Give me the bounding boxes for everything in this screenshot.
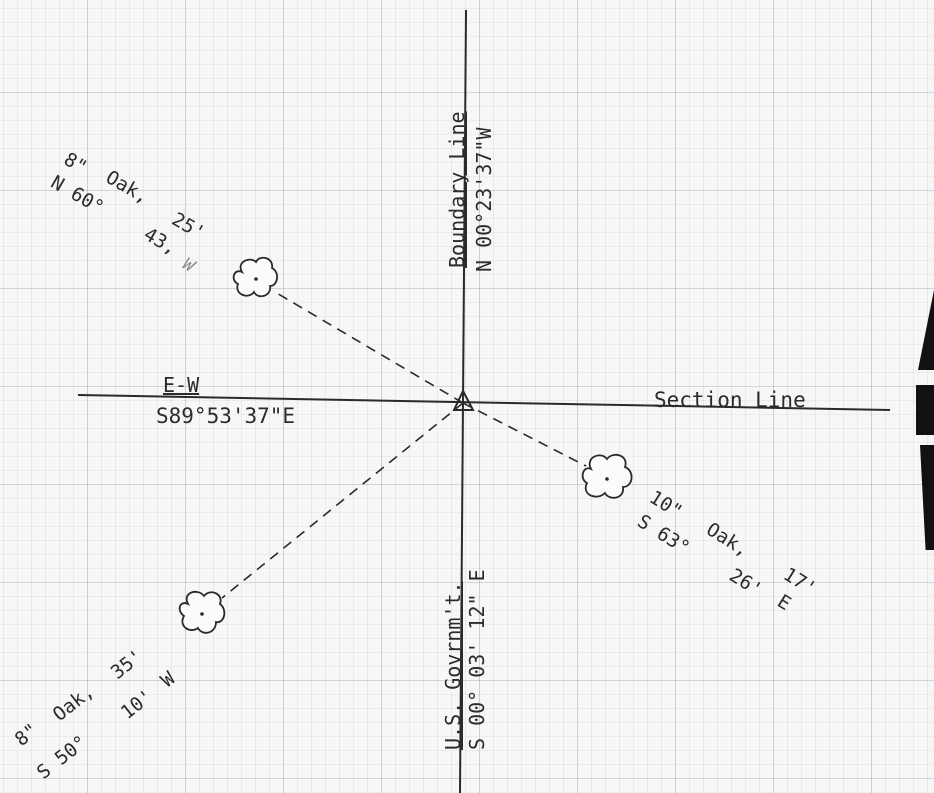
edge-registration-mark-2: [916, 385, 934, 435]
ew-label: E-W: [163, 373, 200, 397]
boundary-line-title: Boundary Line: [445, 111, 469, 268]
govt-line-title: U.S. Govrnm't.: [441, 581, 465, 750]
section-line: [77, 394, 891, 411]
tie-line-sw: [221, 402, 464, 599]
oak-tree-symbol-se: [581, 453, 633, 499]
section-line-title: Section Line: [654, 388, 806, 412]
tie-line-nw: [274, 291, 464, 404]
boundary-line-bearing: N 00°23'37"W: [472, 127, 496, 273]
govt-line-bearing: S 00° 03' 12" E: [465, 569, 489, 750]
ew-bearing: S89°53'37"E: [156, 404, 296, 428]
oak-tree-symbol-sw: [178, 590, 226, 634]
oak-tree-symbol-nw: [232, 256, 278, 298]
tie-line-se: [462, 402, 587, 467]
